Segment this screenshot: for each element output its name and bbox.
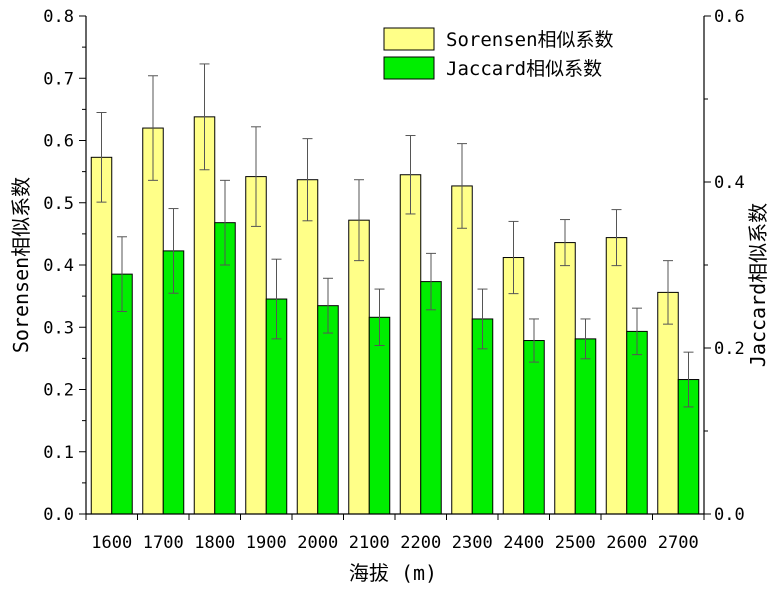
legend: Sorensen相似系数 Jaccard相似系数: [383, 27, 614, 80]
bar-sorensen: [90, 156, 113, 515]
bar-sorensen: [296, 179, 319, 515]
bar-jaccard: [420, 281, 442, 515]
x-tick-label: 2300: [452, 533, 493, 553]
bar-sorensen: [245, 176, 267, 515]
legend-swatch-sorensen: [383, 27, 435, 51]
y-tick-label-left: 0.6: [43, 132, 74, 152]
y-tick-label-left: 0.7: [43, 69, 74, 89]
x-tick-label: 1800: [194, 533, 235, 553]
x-tick-label: 1700: [143, 533, 184, 553]
bar-sorensen: [142, 127, 164, 515]
bar-sorensen: [193, 116, 216, 515]
y-tick-label-right: 0.0: [714, 505, 745, 525]
y-tick-label-right: 0.4: [714, 173, 745, 193]
bar-sorensen: [451, 185, 473, 515]
y-tick-label-left: 0.8: [43, 7, 74, 27]
y-tick-label-left: 0.1: [43, 443, 74, 463]
bar-jaccard: [214, 222, 236, 515]
y-tick-label-left: 0.2: [43, 381, 74, 401]
y-tick-label-left: 0.5: [43, 194, 74, 214]
bar-jaccard: [626, 330, 648, 515]
legend-label-sorensen: Sorensen相似系数: [446, 29, 614, 51]
plot-area: [90, 63, 700, 515]
y-tick-label-left: 0.4: [43, 256, 74, 276]
bar-sorensen: [399, 174, 422, 515]
x-tick-label: 2100: [349, 533, 390, 553]
bar-sorensen: [348, 219, 370, 515]
x-tick-label: 1900: [246, 533, 287, 553]
y-tick-label-left: 0.3: [43, 318, 74, 338]
bar-jaccard: [523, 340, 545, 515]
y-tick-label-left: 0.0: [43, 505, 74, 525]
x-tick-label: 2500: [555, 533, 596, 553]
bar-sorensen: [657, 291, 679, 515]
legend-label-jaccard: Jaccard相似系数: [446, 58, 602, 80]
bar-jaccard: [368, 316, 391, 515]
x-tick-label: 2700: [658, 533, 699, 553]
bar-jaccard: [317, 305, 339, 515]
y-axis-title-right: Jaccard相似系数: [746, 203, 770, 367]
axes: 0.0 0.1 0.2 0.3 0.4 0.5 0.6 0.7 0.8 0.0 0.2 0.4 0.6 1…: [43, 7, 744, 553]
y-axis-title-left: Sorensen相似系数: [9, 177, 33, 353]
x-tick-label: 2000: [297, 533, 338, 553]
bar-jaccard: [574, 338, 597, 515]
bar-sorensen: [605, 237, 628, 515]
x-axis-title: 海拔 (m): [349, 561, 437, 585]
bar-sorensen: [502, 257, 525, 515]
x-tick-label: 1600: [91, 533, 132, 553]
x-tick-label: 2600: [606, 533, 647, 553]
legend-swatch-jaccard: [383, 56, 435, 80]
x-tick-label: 2400: [503, 533, 544, 553]
y-tick-label-right: 0.2: [714, 339, 745, 359]
y-tick-label-right: 0.6: [714, 7, 745, 27]
bar-sorensen: [554, 242, 576, 515]
x-tick-label: 2200: [400, 533, 441, 553]
